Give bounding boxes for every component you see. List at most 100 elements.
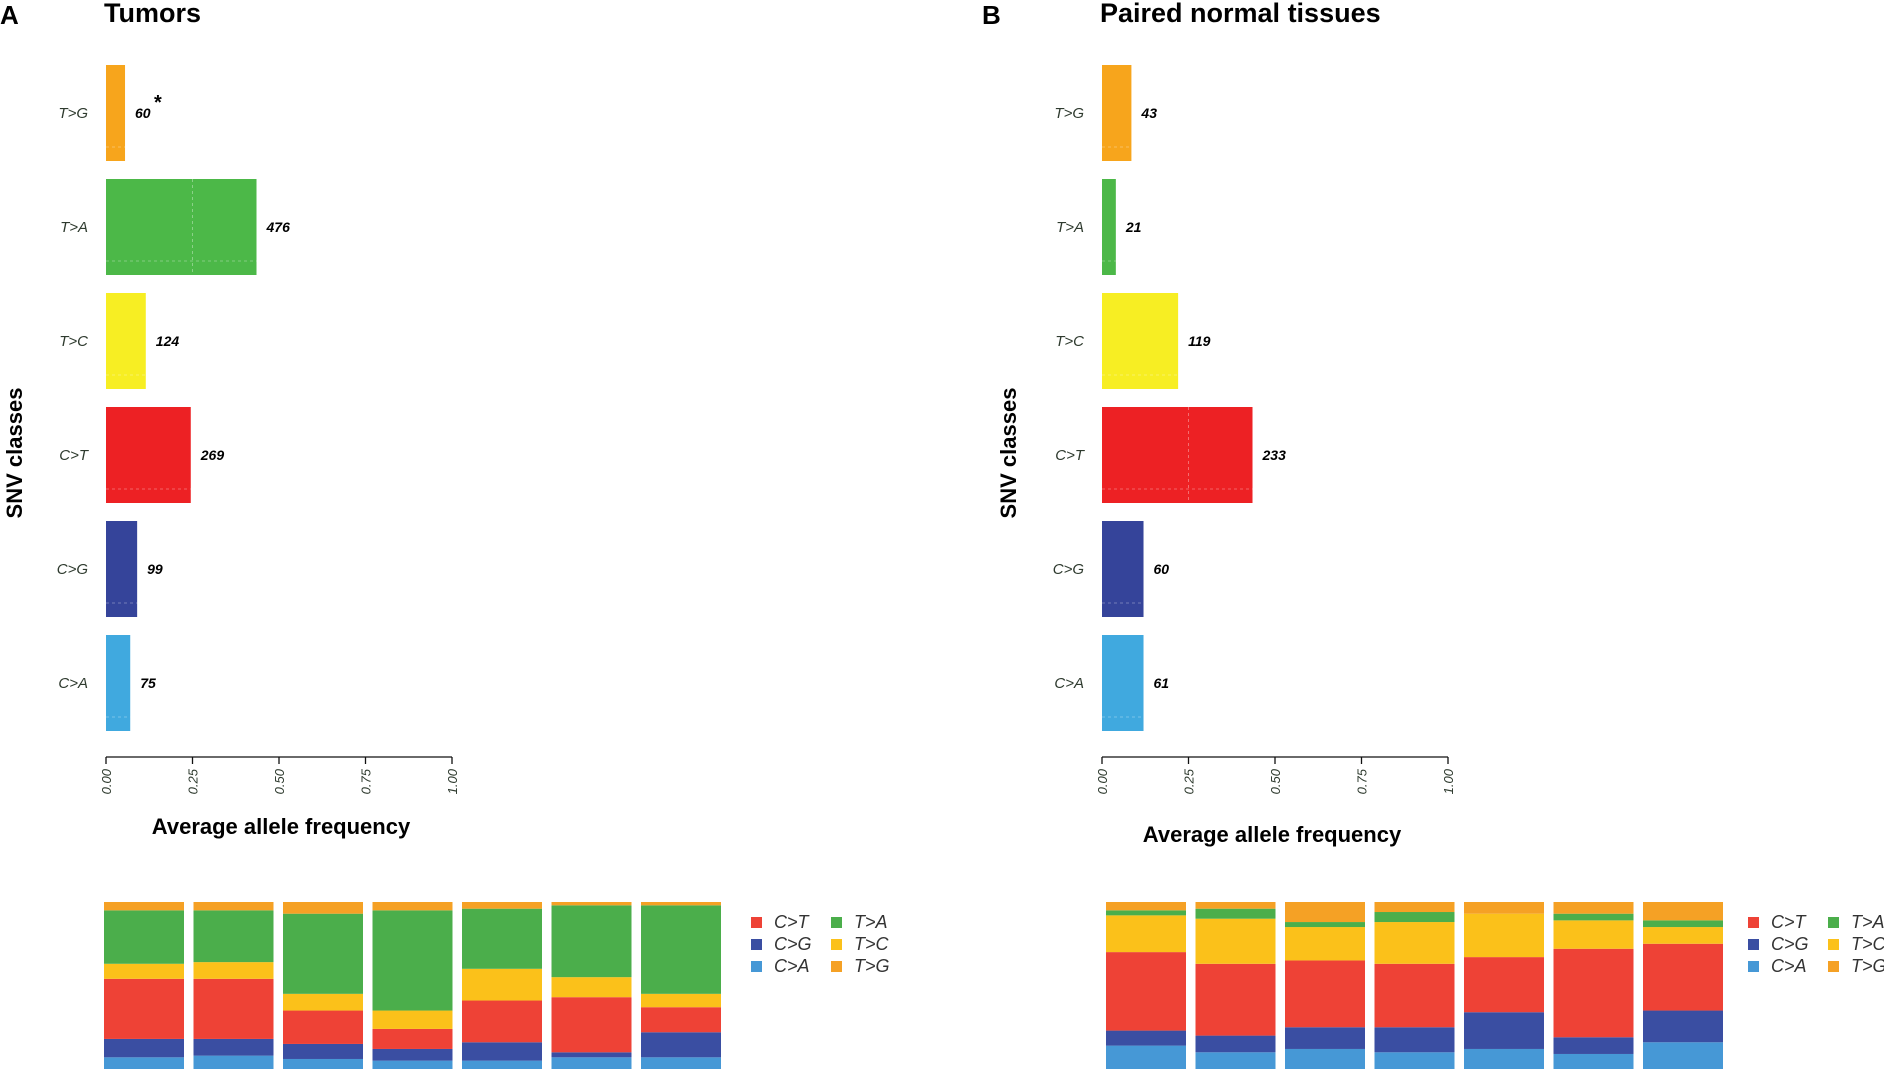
panel-b-bar-c-to-g (1102, 521, 1144, 617)
panel-b-stack-sample-5-t-to-g (1464, 902, 1544, 914)
panel-b-legend-label-t-to-g: T>G (1851, 956, 1884, 976)
panel-a-y-axis-label: SNV classes (2, 388, 27, 519)
panel-b-stack-sample-3-t-to-g (1285, 902, 1365, 923)
panel-a-stack-sample-2-t-to-c (193, 962, 274, 979)
panel-a-legend-swatch-c-to-t (751, 917, 762, 928)
panel-a-data-label-c-to-a: 75 (140, 675, 156, 691)
panel-letter-b: B (982, 0, 1001, 30)
panel-a-category-label-c-to-g: C>G (57, 561, 89, 578)
panel-b-stack-sample-3-c-to-t (1285, 960, 1365, 1028)
panel-b-legend-swatch-t-to-a (1828, 917, 1839, 928)
panel-a-legend-swatch-t-to-a (831, 917, 842, 928)
panel-b-stack-sample-3-c-to-g (1285, 1027, 1365, 1049)
panel-a-stack-sample-3-t-to-g (283, 902, 363, 914)
panel-a-legend-label-c-to-g: C>G (774, 934, 812, 954)
panel-b-legend-label-c-to-t: C>T (1771, 912, 1808, 932)
panel-a-category-label-c-to-t: C>T (59, 447, 90, 464)
panel-a-stack-sample-3-t-to-a (283, 913, 363, 994)
panel-a-stack-sample-5-c-to-g (462, 1042, 542, 1061)
panel-a-bar-t-to-a (106, 179, 257, 275)
panel-b-bar-t-to-g (1102, 65, 1132, 161)
panel-a-bar-t-to-g (106, 65, 126, 161)
panel-b-legend-swatch-c-to-t (1748, 917, 1759, 928)
panel-a-category-label-t-to-g: T>G (58, 105, 88, 122)
panel-a-stack-sample-1-c-to-t (104, 978, 184, 1039)
panel-b-data-label-c-to-g: 60 (1154, 561, 1170, 577)
panel-a-stack-sample-5-t-to-c (462, 968, 542, 1001)
panel-a-x-tick-label: 0.25 (186, 768, 201, 794)
panel-a-bar-c-to-t (106, 407, 191, 503)
panel-a-data-label-c-to-g: 99 (147, 561, 163, 577)
panel-b-stack-sample-3-c-to-a (1285, 1048, 1365, 1069)
panel-a-stack-sample-4-t-to-c (372, 1010, 453, 1029)
panel-b-stack-sample-4-t-to-c (1374, 922, 1455, 964)
panel-b-stacked-chart (1106, 902, 1723, 1069)
panel-b-stack-sample-6-t-to-c (1553, 920, 1634, 949)
panel-b-bar-chart: 0.00 0.25 0.50 0.75 1.00 C>A 61 C>G 60 C>T 233 T>C 1… (1053, 65, 1456, 794)
panel-b-legend-label-c-to-a: C>A (1771, 956, 1807, 976)
panel-a-stack-sample-6-c-to-t (551, 997, 632, 1053)
panel-b-stack-sample-3-t-to-a (1285, 922, 1365, 928)
panel-b-category-label-c-to-t: C>T (1055, 447, 1086, 464)
panel-b-stack-sample-1-t-to-g (1106, 902, 1186, 911)
panel-b-stack-sample-6-t-to-a (1553, 913, 1634, 921)
panel-a-data-label-t-to-a: 476 (266, 219, 291, 235)
panel-a-stack-sample-5-c-to-t (462, 1000, 542, 1043)
panel-a-legend-swatch-c-to-g (751, 939, 762, 950)
panel-b-data-label-t-to-g: 43 (1140, 105, 1157, 121)
panel-b-data-label-c-to-a: 61 (1154, 675, 1170, 691)
panel-b-stack-sample-3-t-to-c (1285, 927, 1365, 961)
panel-a-stack-sample-7-c-to-t (641, 1007, 721, 1033)
panel-a-data-label-t-to-c: 124 (156, 333, 180, 349)
panel-a-bar-t-to-c (106, 293, 146, 389)
panel-b-data-label-c-to-t: 233 (1262, 447, 1287, 463)
panel-b-stack-sample-7-t-to-c (1643, 927, 1723, 944)
panel-a-category-label-t-to-a: T>A (60, 219, 88, 236)
panel-a-stack-sample-4-t-to-g (372, 902, 453, 911)
panel-b-category-label-c-to-g: C>G (1053, 561, 1085, 578)
panel-a-stack-sample-6-c-to-g (551, 1052, 632, 1058)
panel-b-stack-sample-7-t-to-a (1643, 920, 1723, 928)
panel-a-stack-sample-5-c-to-a (462, 1060, 542, 1069)
panel-b-stack-sample-1-t-to-c (1106, 915, 1186, 953)
panel-a-legend-swatch-t-to-g (831, 961, 842, 972)
panel-a-legend-label-c-to-t: C>T (774, 912, 811, 932)
panel-b-stack-sample-4-c-to-a (1374, 1052, 1455, 1069)
panel-a-stack-sample-2-t-to-a (193, 910, 274, 963)
panel-a-stack-sample-1-t-to-a (104, 910, 184, 964)
panel-b-data-label-t-to-a: 21 (1125, 219, 1142, 235)
panel-b-legend: C>T T>A C>G T>C C>A T>G (1748, 912, 1884, 976)
panel-b-category-label-t-to-g: T>G (1054, 105, 1084, 122)
panel-a-stack-sample-3-c-to-g (283, 1043, 363, 1059)
panel-a-stack-sample-2-c-to-g (193, 1038, 274, 1056)
panel-b-stack-sample-2-t-to-g (1195, 902, 1276, 909)
panel-b-x-tick-label: 0.00 (1095, 768, 1110, 794)
panel-a-stack-sample-3-c-to-a (283, 1058, 363, 1069)
panel-b-category-label-t-to-a: T>A (1056, 219, 1084, 236)
panel-b-stack-sample-6-c-to-a (1553, 1053, 1634, 1069)
panel-a-stack-sample-6-c-to-a (551, 1057, 632, 1069)
panel-a-stack-sample-7-c-to-a (641, 1057, 721, 1069)
panel-letter-a: A (0, 0, 19, 30)
panel-a-stack-sample-2-c-to-a (193, 1055, 274, 1069)
panel-b-legend-label-t-to-c: T>C (1851, 934, 1884, 954)
panel-b-bar-c-to-t (1102, 407, 1253, 503)
panel-a-stack-sample-4-c-to-g (372, 1048, 453, 1061)
panel-a-stack-sample-6-t-to-g (551, 902, 632, 906)
panel-a-stack-sample-2-c-to-t (193, 978, 274, 1039)
panel-b-legend-swatch-t-to-g (1828, 961, 1839, 972)
panel-a-stack-sample-1-c-to-g (104, 1038, 184, 1058)
panel-b-stack-sample-1-t-to-a (1106, 910, 1186, 916)
panel-b-stack-sample-4-c-to-g (1374, 1027, 1455, 1053)
panel-b-stack-sample-2-t-to-c (1195, 918, 1276, 964)
panel-a-stack-sample-4-c-to-t (372, 1028, 453, 1049)
panel-a-x-tick-label: 1.00 (445, 768, 460, 794)
panel-a-stack-sample-6-t-to-a (551, 905, 632, 978)
panel-a-legend-label-t-to-g: T>G (854, 956, 890, 976)
panel-a-stack-sample-2-t-to-g (193, 902, 274, 911)
panel-b-bar-t-to-c (1102, 293, 1179, 389)
panel-b-data-label-t-to-c: 119 (1188, 333, 1211, 349)
panel-a-legend-label-t-to-c: T>C (854, 934, 890, 954)
panel-a-stack-sample-7-t-to-a (641, 905, 721, 994)
panel-a-title: Tumors (104, 0, 201, 28)
